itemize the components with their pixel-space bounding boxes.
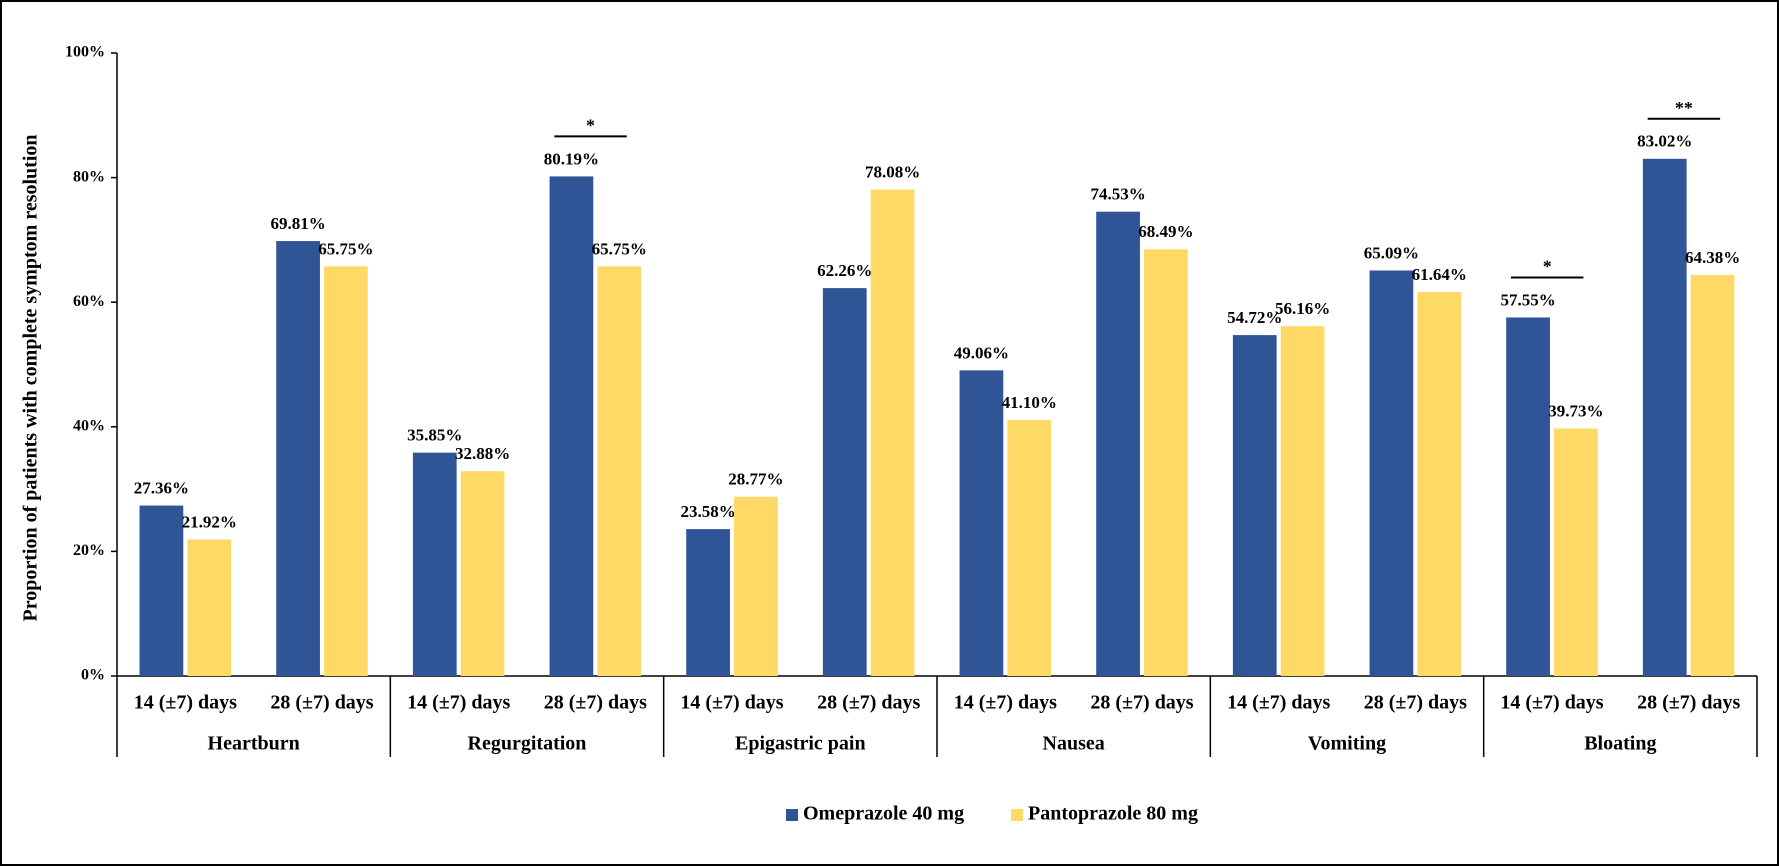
value-label: 32.88%	[455, 444, 510, 463]
bar	[1007, 419, 1052, 676]
bar	[1232, 335, 1277, 676]
bar	[412, 452, 457, 676]
significance-mark: **	[1675, 98, 1693, 118]
value-label: 65.09%	[1364, 243, 1419, 262]
value-label: 27.36%	[134, 478, 189, 497]
value-label: 64.38%	[1685, 248, 1740, 267]
bar	[1690, 274, 1735, 676]
value-label: 28.77%	[728, 470, 783, 489]
y-tick-label: 20%	[73, 542, 105, 559]
significance-mark: *	[1543, 257, 1552, 277]
bar	[460, 471, 505, 676]
value-label: 56.16%	[1275, 299, 1330, 318]
bar	[1506, 317, 1550, 676]
bar	[276, 241, 320, 677]
x-tick-label: 14 (±7) days	[1227, 692, 1330, 714]
value-label: 80.19%	[544, 149, 599, 168]
value-label: 49.06%	[954, 343, 1009, 362]
x-tick-label: 28 (±7) days	[1637, 692, 1740, 714]
value-label: 35.85%	[407, 426, 462, 445]
legend-swatch	[1011, 809, 1023, 821]
legend-label: Omeprazole 40 mg	[803, 803, 964, 825]
bar	[870, 189, 915, 677]
value-label: 74.53%	[1090, 185, 1145, 204]
bar	[1369, 270, 1414, 676]
group-label: Epigastric pain	[735, 733, 866, 755]
bar	[139, 505, 184, 676]
x-tick-label: 14 (±7) days	[134, 692, 237, 714]
group-label: Regurgitation	[468, 733, 587, 755]
value-label: 61.64%	[1412, 265, 1467, 284]
bar	[959, 370, 1004, 676]
x-tick-label: 14 (±7) days	[680, 692, 783, 714]
y-axis-label: Proportion of patients with complete sym…	[20, 134, 42, 621]
legend-label: Pantoprazole 80 mg	[1028, 803, 1198, 825]
value-label: 54.72%	[1227, 308, 1282, 327]
bar	[1417, 291, 1462, 676]
x-tick-label: 28 (±7) days	[817, 692, 920, 714]
y-tick-label: 100%	[65, 44, 105, 61]
group-label: Heartburn	[208, 733, 300, 755]
bar	[1554, 428, 1598, 676]
significance-mark: *	[586, 116, 595, 136]
value-label: 83.02%	[1637, 132, 1692, 151]
bar	[822, 288, 867, 676]
bar	[1642, 158, 1687, 676]
group-label: Vomiting	[1308, 733, 1386, 755]
value-label: 69.81%	[270, 214, 325, 233]
x-tick-label: 28 (±7) days	[1364, 692, 1467, 714]
bar	[1280, 326, 1325, 676]
group-label: Nausea	[1043, 733, 1105, 755]
value-label: 41.10%	[1002, 393, 1057, 412]
bar	[324, 266, 368, 676]
value-label: 65.75%	[318, 239, 373, 258]
bar	[1096, 211, 1140, 676]
bar	[187, 539, 232, 676]
y-tick-label: 60%	[73, 293, 105, 310]
legend-swatch	[786, 809, 798, 821]
bar	[686, 529, 730, 676]
group-label: Bloating	[1584, 733, 1656, 755]
value-label: 62.26%	[817, 261, 872, 280]
value-label: 68.49%	[1138, 222, 1193, 241]
y-tick-label: 80%	[73, 168, 105, 185]
y-tick-label: 40%	[73, 417, 105, 434]
value-label: 65.75%	[592, 239, 647, 258]
bar	[1144, 249, 1188, 676]
x-tick-label: 28 (±7) days	[270, 692, 373, 714]
value-label: 39.73%	[1548, 401, 1603, 420]
y-tick-label: 0%	[81, 667, 105, 684]
x-tick-label: 28 (±7) days	[1090, 692, 1193, 714]
x-tick-label: 14 (±7) days	[1500, 692, 1603, 714]
x-tick-label: 14 (±7) days	[407, 692, 510, 714]
bar	[597, 266, 642, 676]
x-tick-label: 28 (±7) days	[544, 692, 647, 714]
value-label: 21.92%	[182, 512, 237, 531]
bar	[734, 496, 778, 676]
value-label: 78.08%	[865, 162, 920, 181]
value-label: 57.55%	[1500, 290, 1555, 309]
bar	[549, 176, 594, 676]
x-tick-label: 14 (±7) days	[954, 692, 1057, 714]
value-label: 23.58%	[680, 502, 735, 521]
